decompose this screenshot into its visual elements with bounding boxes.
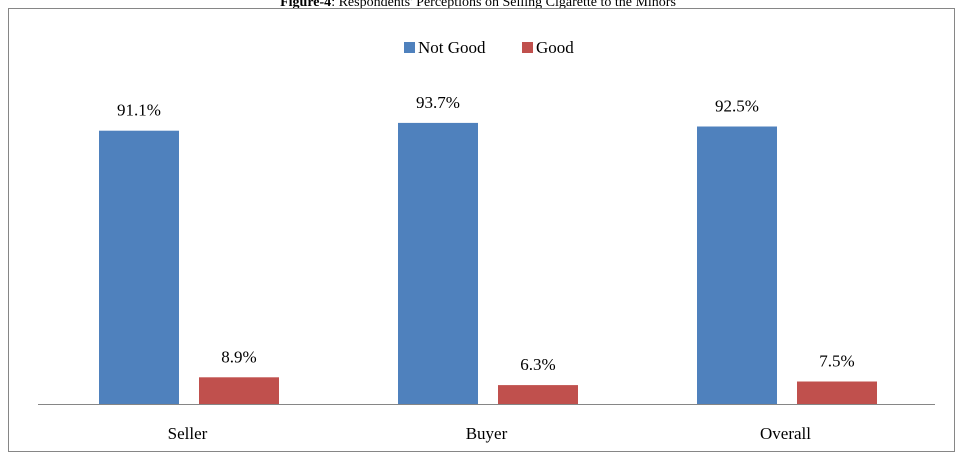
- legend-swatch-good: [522, 42, 533, 53]
- data-label-buyer-good: 6.3%: [520, 355, 555, 374]
- chart-caption: Figure-4: Respondents' Perceptions on Se…: [0, 0, 956, 11]
- legend-label-good: Good: [536, 38, 574, 57]
- data-label-overall-good: 7.5%: [819, 352, 854, 371]
- data-label-seller-good: 8.9%: [221, 347, 256, 366]
- legend-label-not-good: Not Good: [418, 38, 486, 57]
- bar-buyer-not-good: [398, 122, 478, 405]
- x-tick-label-buyer: Buyer: [466, 424, 508, 443]
- caption-text: : Respondents' Perceptions on Selling Ci…: [331, 0, 676, 10]
- legend-swatch-not-good: [404, 42, 415, 53]
- bar-overall-not-good: [697, 126, 777, 404]
- x-tick-label-seller: Seller: [168, 424, 208, 443]
- data-label-overall-not-good: 92.5%: [715, 97, 759, 116]
- data-label-buyer-not-good: 93.7%: [416, 93, 460, 112]
- bar-overall-good: [797, 381, 877, 404]
- bar-seller-good: [199, 377, 279, 404]
- x-axis-labels: Seller Buyer Overall: [168, 424, 812, 443]
- bar-seller-not-good: [99, 130, 179, 404]
- bars: 91.1% 8.9% 93.7% 6.3% 92.5% 7.5%: [99, 93, 877, 405]
- x-tick-label-overall: Overall: [760, 424, 811, 443]
- legend: Not Good Good: [404, 38, 574, 57]
- chart-border: [8, 8, 955, 452]
- bar-buyer-good: [498, 385, 578, 404]
- data-label-seller-not-good: 91.1%: [117, 101, 161, 120]
- caption-prefix: Figure-4: [280, 0, 332, 10]
